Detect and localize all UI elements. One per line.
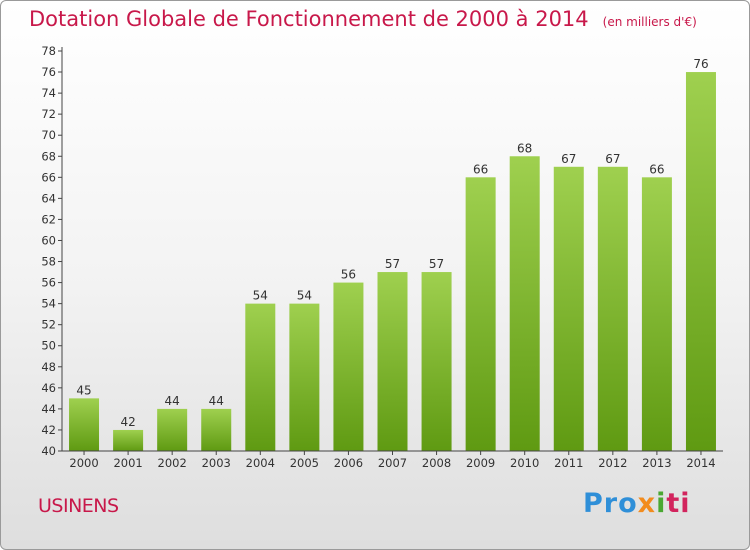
logo-part-4: ti bbox=[666, 488, 691, 519]
bar bbox=[597, 166, 628, 451]
bar-value-label: 56 bbox=[341, 268, 356, 282]
bar bbox=[465, 177, 496, 451]
bar-value-label: 42 bbox=[120, 415, 135, 429]
bar bbox=[509, 156, 540, 451]
logo-part-1: Pro bbox=[583, 488, 638, 519]
x-tick-label: 2013 bbox=[642, 456, 671, 470]
y-tick-label: 62 bbox=[41, 212, 56, 226]
y-tick-label: 64 bbox=[41, 191, 56, 205]
proxiti-logo: Proxiti bbox=[583, 488, 691, 519]
bar-value-label: 45 bbox=[76, 383, 91, 397]
y-tick-label: 52 bbox=[41, 318, 56, 332]
x-tick-label: 2003 bbox=[202, 456, 231, 470]
bar bbox=[641, 177, 672, 451]
y-tick-label: 50 bbox=[41, 339, 56, 353]
y-tick-label: 48 bbox=[41, 360, 56, 374]
x-tick-label: 2009 bbox=[466, 456, 495, 470]
chart-title-text: Dotation Globale de Fonctionnement de 20… bbox=[29, 7, 589, 31]
x-tick-label: 2001 bbox=[113, 456, 142, 470]
bars: 45 42 44 44 54 54 56 57 57 66 68 67 67 66 76 bbox=[69, 57, 716, 451]
bar bbox=[69, 398, 100, 451]
bar-value-label: 67 bbox=[561, 152, 576, 166]
bar bbox=[333, 282, 364, 451]
bar-value-label: 44 bbox=[209, 394, 224, 408]
y-tick-label: 72 bbox=[41, 107, 56, 121]
logo-part-2: x bbox=[637, 488, 657, 519]
x-tick-label: 2012 bbox=[598, 456, 627, 470]
bar bbox=[201, 408, 232, 451]
y-axis: 40 42 44 46 48 50 52 54 56 58 60 62 64 66 68 70 72 74 76 78 bbox=[41, 44, 63, 458]
x-tick-label: 2004 bbox=[246, 456, 275, 470]
y-tick-label: 60 bbox=[41, 233, 56, 247]
bar bbox=[245, 303, 276, 451]
x-tick-label: 2000 bbox=[69, 456, 98, 470]
bar-value-label: 54 bbox=[253, 289, 268, 303]
x-tick-label: 2006 bbox=[334, 456, 363, 470]
chart-subtitle: (en milliers d'€) bbox=[602, 15, 697, 29]
x-tick-label: 2008 bbox=[422, 456, 451, 470]
bar-value-label: 57 bbox=[385, 257, 400, 271]
bar bbox=[289, 303, 320, 451]
y-tick-label: 46 bbox=[41, 381, 56, 395]
bar-value-label: 66 bbox=[473, 162, 488, 176]
y-tick-label: 74 bbox=[41, 86, 56, 100]
y-tick-label: 70 bbox=[41, 128, 56, 142]
y-tick-label: 78 bbox=[41, 44, 56, 58]
y-tick-label: 40 bbox=[41, 444, 56, 458]
logo-part-3: i bbox=[656, 488, 667, 519]
y-tick-label: 68 bbox=[41, 149, 56, 163]
bar bbox=[377, 272, 408, 451]
y-tick-label: 56 bbox=[41, 276, 56, 290]
bar bbox=[421, 272, 452, 451]
x-tick-label: 2010 bbox=[510, 456, 539, 470]
bar-value-label: 68 bbox=[517, 141, 532, 155]
bar-value-label: 44 bbox=[165, 394, 180, 408]
x-tick-label: 2014 bbox=[686, 456, 715, 470]
bar-value-label: 66 bbox=[649, 162, 664, 176]
chart-title: Dotation Globale de Fonctionnement de 20… bbox=[29, 7, 697, 31]
commune-name: USINENS bbox=[38, 495, 119, 517]
y-tick-label: 76 bbox=[41, 65, 56, 79]
y-tick-label: 54 bbox=[41, 297, 56, 311]
bar bbox=[157, 408, 188, 451]
y-tick-label: 44 bbox=[41, 402, 56, 416]
y-tick-label: 58 bbox=[41, 255, 56, 269]
bar bbox=[113, 429, 144, 451]
bar-value-label: 57 bbox=[429, 257, 444, 271]
x-tick-label: 2011 bbox=[554, 456, 583, 470]
x-tick-label: 2007 bbox=[378, 456, 407, 470]
bar bbox=[553, 166, 584, 451]
x-tick-label: 2002 bbox=[158, 456, 187, 470]
x-tick-label: 2005 bbox=[290, 456, 319, 470]
bar-value-label: 67 bbox=[605, 152, 620, 166]
y-tick-label: 42 bbox=[41, 423, 56, 437]
y-tick-label: 66 bbox=[41, 170, 56, 184]
bar bbox=[685, 72, 716, 451]
bar-value-label: 76 bbox=[693, 57, 708, 71]
bar-value-label: 54 bbox=[297, 289, 312, 303]
x-axis: 2000 2001 2002 2003 2004 2005 2006 2007 2008 2009… bbox=[62, 450, 723, 470]
